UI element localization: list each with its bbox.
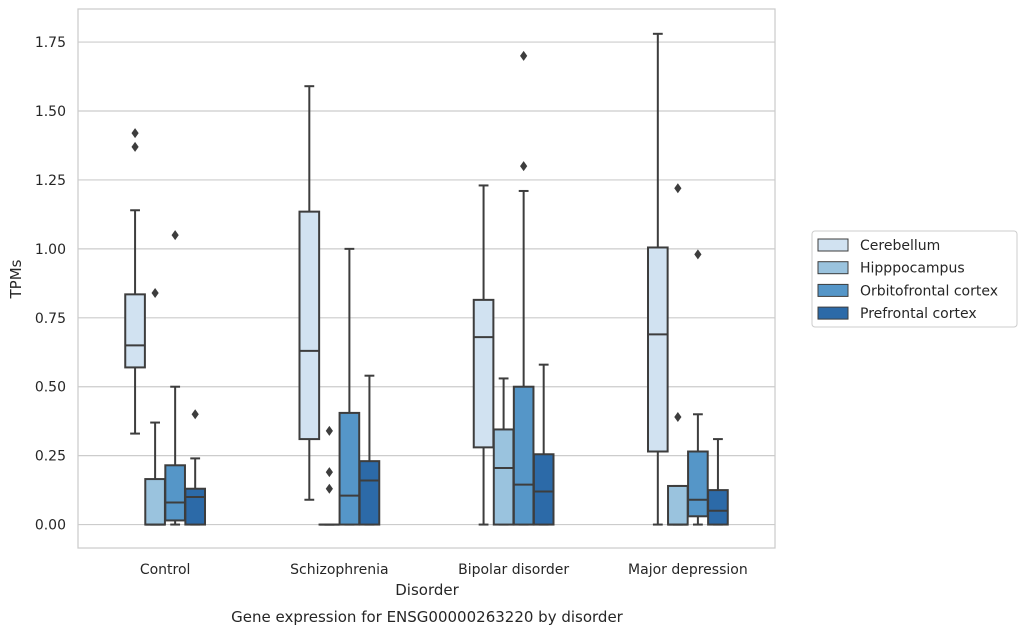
- legend-label: Orbitofrontal cortex: [860, 283, 998, 299]
- box-body: [124, 293, 146, 369]
- y-tick-label: 1.50: [35, 104, 66, 120]
- y-tick-label: 1.00: [35, 242, 66, 258]
- box-prefrontal-cortex: [707, 438, 729, 526]
- box-orbitofrontal-cortex: [512, 50, 535, 526]
- y-tick-label: 1.75: [35, 35, 66, 51]
- y-tick-label: 1.25: [35, 173, 66, 189]
- box-orbitofrontal-cortex: [687, 249, 709, 526]
- legend-frame: [811, 230, 1018, 328]
- outlier-point: [520, 50, 528, 61]
- box-prefrontal-cortex: [532, 363, 555, 526]
- legend-label: Prefrontal cortex: [860, 306, 977, 322]
- outlier-point: [131, 128, 139, 139]
- x-tick-label: Bipolar disorder: [458, 562, 569, 578]
- box-hipppocampus: [318, 425, 341, 526]
- box-hipppocampus: [144, 287, 166, 526]
- legend-label: Hipppocampus: [860, 261, 965, 277]
- box-body: [164, 464, 186, 522]
- box-body: [646, 246, 669, 453]
- box-body: [472, 298, 495, 449]
- box-body: [298, 210, 321, 441]
- outlier-point: [694, 249, 702, 260]
- outlier-point: [325, 467, 333, 478]
- outlier-point: [520, 161, 528, 172]
- x-tick-label: Control: [140, 562, 191, 578]
- box-cerebellum: [298, 85, 321, 501]
- box-body: [667, 484, 689, 526]
- x-axis-label: Disorder: [395, 581, 459, 599]
- outlier-point: [171, 230, 179, 241]
- y-tick-label: 0.75: [35, 311, 66, 327]
- legend-swatch: [817, 306, 849, 320]
- x-tick-label: Major depression: [628, 562, 748, 578]
- y-tick-label: 0.50: [35, 380, 66, 396]
- y-tick-label: 0.25: [35, 449, 66, 465]
- chart-caption: Gene expression for ENSG00000263220 by d…: [231, 608, 624, 626]
- box-hipppocampus: [667, 183, 689, 526]
- box-groups: [124, 32, 729, 526]
- box-body: [687, 450, 709, 518]
- y-tick-label: 0.00: [35, 518, 66, 534]
- outlier-point: [325, 483, 333, 494]
- outlier-point: [325, 425, 333, 436]
- outlier-point: [674, 183, 682, 194]
- legend-swatch: [817, 261, 849, 275]
- outlier-point: [131, 141, 139, 152]
- box-body: [184, 487, 207, 526]
- outlier-point: [191, 409, 199, 420]
- box-body: [358, 460, 381, 526]
- box-orbitofrontal-cortex: [164, 230, 186, 526]
- box-body: [532, 453, 555, 526]
- box-cerebellum: [646, 32, 669, 526]
- grid-lines: [78, 41, 775, 526]
- box-body: [492, 428, 515, 526]
- legend-swatch: [817, 283, 849, 297]
- box-body: [338, 411, 361, 526]
- legend-swatch: [817, 238, 849, 252]
- box-cerebellum: [472, 184, 495, 526]
- outlier-point: [151, 287, 159, 298]
- x-tick-label: Schizophrenia: [290, 562, 388, 578]
- box-prefrontal-cortex: [358, 374, 381, 526]
- box-hipppocampus: [492, 377, 515, 526]
- box-prefrontal-cortex: [184, 409, 207, 526]
- box-body: [707, 489, 729, 526]
- x-tick-labels: Control Schizophrenia Bipolar disorder Majo…: [140, 562, 748, 578]
- outlier-point: [674, 412, 682, 423]
- box-cerebellum: [124, 128, 146, 435]
- plot-area-frame: [77, 8, 776, 549]
- y-tick-labels: 0.00 0.25 0.50 0.75 1.00 1.25 1.50 1.75: [35, 35, 66, 533]
- box-body: [512, 385, 535, 526]
- legend-label: Cerebellum: [860, 238, 940, 254]
- box-body: [144, 478, 166, 526]
- y-axis-label: TPMs: [7, 259, 25, 299]
- legend: Cerebellum Hipppocampus Orbitofrontal cort…: [811, 230, 1018, 328]
